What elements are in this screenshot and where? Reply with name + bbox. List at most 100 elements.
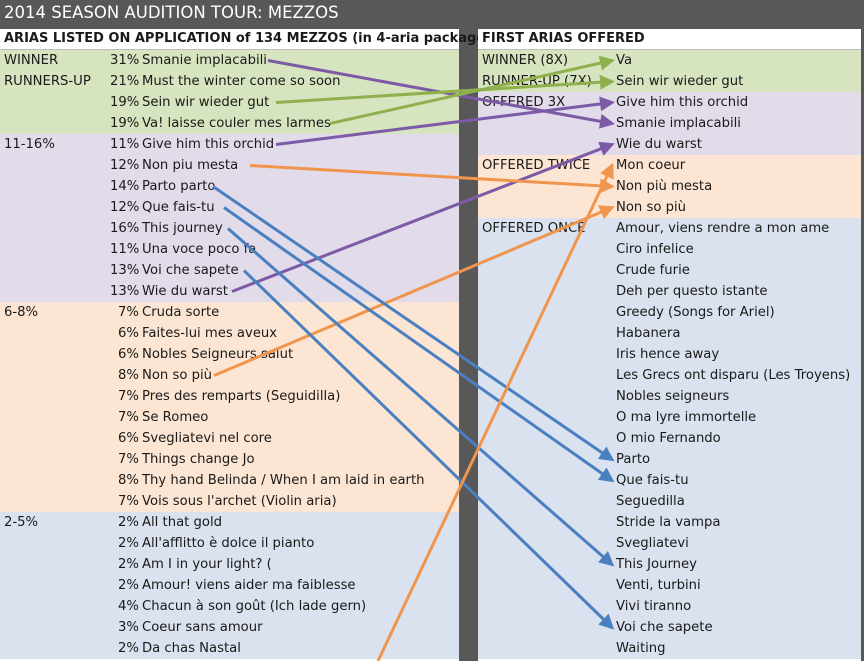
connection-arrow [231, 141, 615, 293]
aria-name: Pres des remparts (Seguidilla) [142, 389, 341, 404]
offered-band [478, 92, 861, 155]
aria-name: Nobles seigneurs [616, 389, 730, 404]
aria-name: Greedy (Songs for Ariel) [616, 305, 775, 320]
group-label: WINNER [4, 53, 59, 68]
percent-value: 16% [110, 221, 140, 236]
aria-name: Va! laisse couler mes larmes [142, 116, 331, 131]
connection-arrow [227, 227, 615, 567]
aria-name: Venti, turbini [616, 578, 701, 593]
aria-name: Svegliatevi nel core [142, 431, 272, 446]
offered-band [478, 155, 861, 218]
aria-name: Smanie implacabili [142, 53, 267, 68]
aria-name: Am I in your light? ( [142, 557, 272, 572]
aria-name: Give him this orchid [142, 137, 275, 152]
aria-name: Vois sous l'archet (Violin aria) [142, 494, 337, 509]
aria-name: Must the winter come so soon [142, 74, 341, 89]
percent-value: 3% [118, 620, 139, 635]
aria-name: Habanera [616, 326, 681, 341]
aria-name: Vivi tiranno [616, 599, 692, 614]
aria-name: Iris hence away [616, 347, 720, 362]
applications-band [0, 512, 459, 659]
aria-name: Svegliatevi [616, 536, 689, 551]
aria-name: Non piu mesta [142, 158, 239, 173]
aria-name: Mon coeur [616, 158, 686, 173]
percent-value: 7% [118, 305, 139, 320]
aria-name: Coeur sans amour [142, 620, 263, 635]
percent-value: 4% [118, 599, 139, 614]
percent-value: 7% [118, 389, 139, 404]
aria-name: This journey [142, 221, 223, 236]
aria-name: Cruda sorte [142, 305, 220, 320]
aria-name: Give him this orchid [616, 95, 749, 110]
percent-value: 2% [118, 515, 139, 530]
percent-value: 11% [110, 242, 140, 257]
percent-value: 19% [110, 95, 140, 110]
aria-name: Ciro infelice [616, 242, 694, 257]
offered-band [478, 218, 861, 659]
percent-value: 6% [118, 326, 139, 341]
percent-value: 21% [110, 74, 140, 89]
aria-name: Voi che sapete [142, 263, 239, 278]
aria-name: Wie du warst [616, 137, 702, 152]
percent-value: 19% [110, 116, 140, 131]
aria-name: Non so più [616, 200, 687, 215]
aria-name: Les Grecs ont disparu (Les Troyens) [616, 368, 851, 383]
percent-value: 12% [110, 200, 140, 215]
group-label: RUNNERS-UP [4, 74, 91, 89]
group-label: WINNER (8X) [482, 53, 569, 68]
aria-name: Things change Jo [142, 452, 255, 467]
percent-value: 12% [110, 158, 140, 173]
aria-name: Non più mesta [616, 179, 713, 194]
aria-name: Stride la vampa [616, 515, 721, 530]
group-label: 6-8% [4, 305, 39, 320]
aria-name: O mio Fernando [616, 431, 721, 446]
aria-name: Va [616, 53, 633, 68]
aria-name: Waiting [616, 641, 666, 656]
aria-name: Amour! viens aider ma faiblesse [142, 578, 356, 593]
percent-value: 2% [118, 536, 139, 551]
connection-arrow [376, 162, 614, 661]
page-title: 2014 SEASON AUDITION TOUR: MEZZOS [4, 3, 339, 22]
aria-name: Faites-lui mes aveux [142, 326, 278, 341]
aria-name: All'afflitto è dolce il pianto [142, 536, 315, 551]
aria-name: All that gold [142, 515, 222, 530]
aria-name: Non so più [142, 368, 213, 383]
aria-name: Se Romeo [142, 410, 209, 425]
percent-value: 7% [118, 410, 139, 425]
group-label: OFFERED ONCE [482, 221, 586, 236]
connection-arrow [213, 205, 615, 377]
applications-panel: ARIAS LISTED ON APPLICATION of 134 MEZZO… [0, 29, 491, 661]
percent-value: 2% [118, 578, 139, 593]
aria-name: Parto parto [142, 179, 216, 194]
aria-name: This Journey [616, 557, 697, 572]
group-label: OFFERED TWICE [482, 158, 591, 173]
percent-value: 7% [118, 494, 139, 509]
connection-arrow [249, 164, 615, 194]
connection-arrow [275, 96, 615, 146]
percent-value: 13% [110, 284, 140, 299]
aria-name: Deh per questo istante [616, 284, 768, 299]
aria-name: Que fais-tu [142, 200, 215, 215]
group-label: 11-16% [4, 137, 55, 152]
aria-name: O ma lyre immortelle [616, 410, 757, 425]
applications-band [0, 50, 459, 134]
offered-header: FIRST ARIAS OFFERED [478, 29, 861, 50]
connection-arrow [329, 55, 615, 125]
connection-arrow [275, 74, 615, 104]
group-label: 2-5% [4, 515, 39, 530]
aria-name: Una voce poco fa [142, 242, 257, 257]
applications-band [0, 134, 459, 302]
percent-value: 13% [110, 263, 140, 278]
percent-value: 6% [118, 431, 139, 446]
percent-value: 8% [118, 473, 139, 488]
aria-name: Sein wir wieder gut [142, 95, 270, 110]
applications-band [0, 302, 459, 512]
connection-arrow [242, 269, 615, 630]
aria-name: Chacun à son goût (Ich lade gern) [142, 599, 367, 614]
aria-name: Seguedilla [616, 494, 685, 509]
offered-panel: FIRST ARIAS OFFERED WINNER (8X) Va RUNNER-… [478, 29, 861, 661]
connection-arrow [223, 206, 615, 483]
applications-header: ARIAS LISTED ON APPLICATION of 134 MEZZO… [0, 29, 491, 50]
aria-name: Wie du warst [142, 284, 228, 299]
percent-value: 2% [118, 641, 139, 656]
